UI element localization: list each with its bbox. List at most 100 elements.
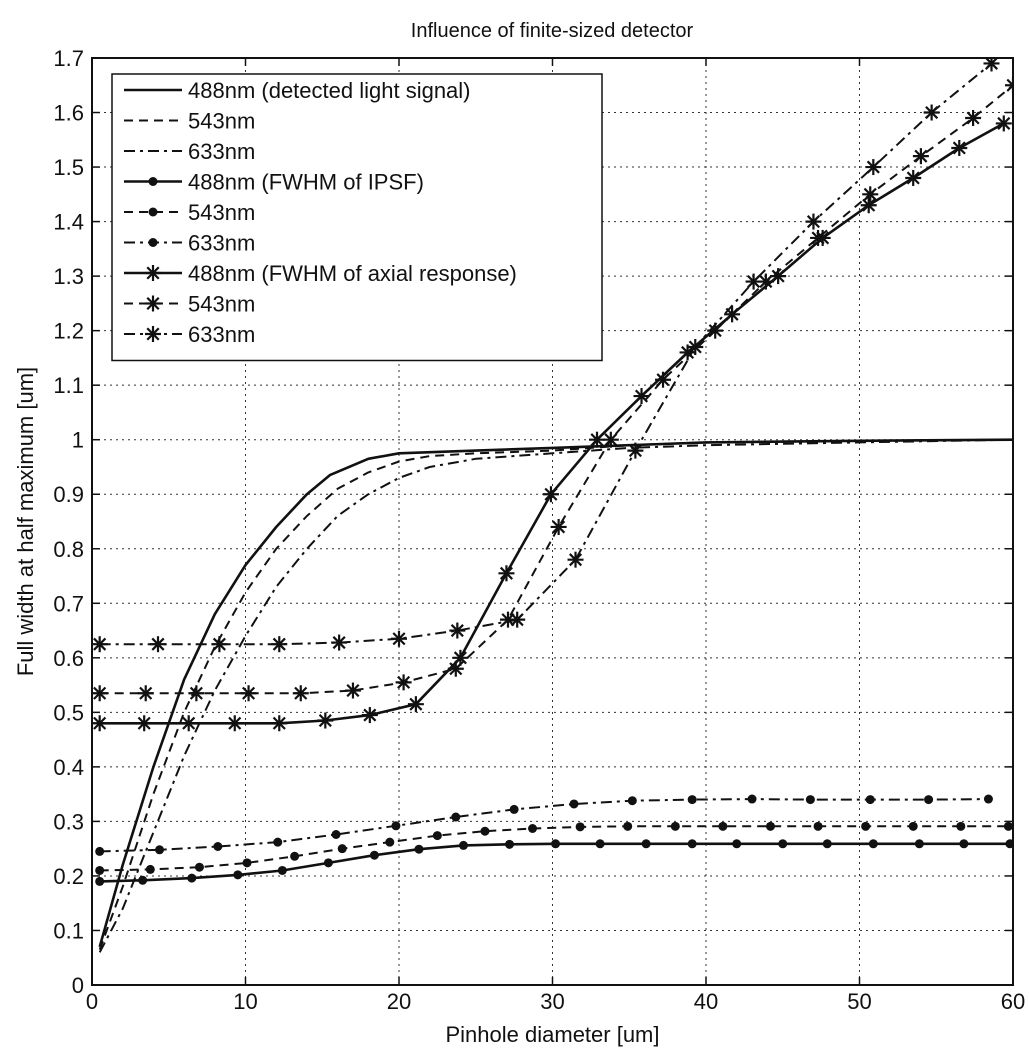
data-point <box>822 839 832 849</box>
data-point <box>92 636 108 653</box>
legend-entry: 633nm <box>124 322 255 347</box>
y-tick-label: 1.6 <box>53 101 84 126</box>
y-tick-label: 1.2 <box>53 319 84 344</box>
data-point <box>745 273 762 290</box>
data-point <box>273 837 283 847</box>
data-point <box>908 821 918 831</box>
data-point <box>150 636 167 653</box>
y-tick-label: 0.5 <box>53 700 84 725</box>
legend-entry: 633nm <box>124 139 255 164</box>
series-9 <box>92 58 1000 653</box>
star-stroke <box>568 553 583 567</box>
series-6 <box>95 794 993 856</box>
data-point <box>687 339 704 356</box>
series-5 <box>95 821 1013 875</box>
data-point <box>137 685 154 702</box>
data-point <box>633 388 650 405</box>
data-point <box>180 715 197 732</box>
data-point <box>641 839 651 849</box>
chart-title: Influence of finite-sized detector <box>411 20 694 42</box>
star-stroke <box>146 296 160 311</box>
data-point <box>145 265 161 281</box>
star-stroke <box>93 686 107 700</box>
series-group <box>92 58 1013 953</box>
y-tick-label: 0.9 <box>53 482 84 507</box>
star-stroke <box>1006 78 1013 87</box>
star-stroke <box>997 116 1011 130</box>
data-point <box>965 109 982 126</box>
star-stroke <box>952 141 966 155</box>
data-point <box>718 821 728 831</box>
series-line <box>99 798 989 853</box>
star-stroke <box>811 231 825 245</box>
star-stroke <box>294 686 308 700</box>
series-line <box>98 438 1013 950</box>
star-stroke <box>146 327 160 341</box>
star-stroke <box>450 624 464 638</box>
data-point <box>865 795 875 805</box>
data-point <box>505 839 515 849</box>
series-4 <box>95 839 1013 886</box>
y-tick-label: 1.3 <box>53 264 84 289</box>
x-axis-title: Pinhole diameter [um] <box>446 1022 660 1047</box>
data-point <box>391 630 407 647</box>
y-tick-label: 0.3 <box>53 809 84 834</box>
star-stroke <box>552 520 566 534</box>
star-stroke <box>866 160 880 174</box>
data-point <box>344 682 361 699</box>
data-point <box>148 177 158 186</box>
data-point <box>188 685 205 702</box>
data-point <box>187 873 197 883</box>
data-point <box>923 104 940 121</box>
data-point <box>194 862 204 872</box>
data-point <box>391 821 401 831</box>
star-stroke <box>914 149 928 163</box>
data-point <box>602 431 619 448</box>
data-point <box>148 207 158 217</box>
data-point <box>92 715 108 732</box>
star-stroke <box>634 389 649 403</box>
star-stroke <box>590 433 604 447</box>
star-stroke <box>862 198 876 212</box>
star-stroke <box>499 566 513 580</box>
y-tick-label: 0.8 <box>53 537 84 562</box>
y-tick-label: 0.1 <box>53 918 84 943</box>
star-stroke <box>137 716 151 730</box>
data-point <box>765 821 775 831</box>
series-3 <box>98 438 1013 953</box>
data-point <box>810 229 827 246</box>
star-stroke <box>272 637 286 651</box>
data-point <box>747 794 757 804</box>
data-point <box>951 139 968 156</box>
star-stroke <box>318 713 332 728</box>
data-point <box>550 518 567 535</box>
legend-label: 543nm <box>188 200 255 225</box>
data-point <box>805 795 815 805</box>
data-point <box>914 839 924 849</box>
star-stroke <box>747 275 761 289</box>
series-2 <box>98 438 1013 950</box>
star-stroke <box>228 716 242 730</box>
legend-label: 488nm (FWHM of IPSF) <box>188 170 424 195</box>
legend-label: 633nm <box>188 231 255 256</box>
star-stroke <box>332 636 346 650</box>
data-point <box>528 824 538 834</box>
data-point <box>211 636 228 653</box>
legend-label: 633nm <box>188 322 255 347</box>
data-point <box>331 634 348 651</box>
data-point <box>924 795 934 805</box>
x-tick-label: 30 <box>540 989 564 1014</box>
legend-label: 543nm <box>188 292 255 317</box>
star-stroke <box>392 632 406 646</box>
data-point <box>1005 839 1013 849</box>
series-line <box>99 825 1009 872</box>
y-tick-label: 0.6 <box>53 646 84 671</box>
series-7 <box>92 115 1012 732</box>
data-point <box>687 839 697 849</box>
legend-entry: 633nm <box>124 231 255 256</box>
data-point <box>233 870 243 880</box>
data-point <box>813 821 823 831</box>
star-stroke <box>863 187 877 201</box>
